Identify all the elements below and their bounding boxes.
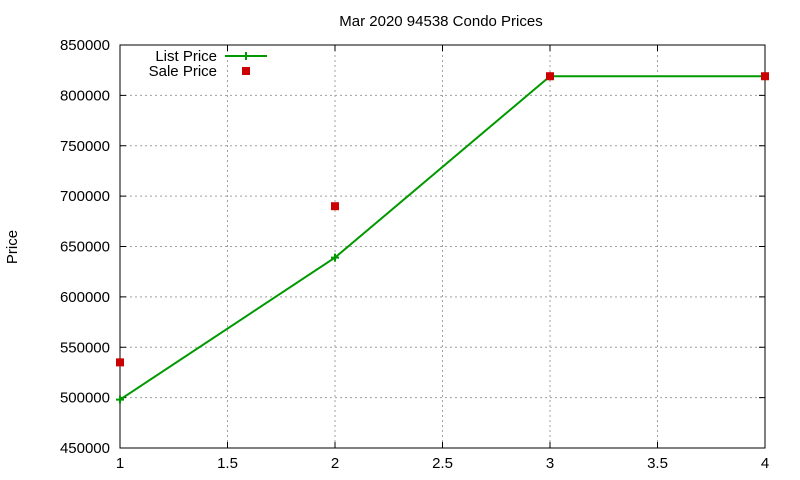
legend-marker-sale-price [242, 67, 250, 75]
y-tick-label: 800000 [60, 87, 110, 104]
y-tick-label: 650000 [60, 239, 110, 256]
x-tick-label: 1 [116, 455, 124, 472]
x-tick-label: 3 [546, 455, 554, 472]
tick-marks [119, 44, 766, 449]
y-axis-label: Price [4, 230, 21, 264]
y-tick-label: 850000 [60, 37, 110, 54]
grid-lines [120, 45, 765, 448]
sale-price-point [331, 202, 339, 211]
x-tick-label: 1.5 [217, 455, 238, 472]
y-tick-label: 750000 [60, 138, 110, 155]
sale-price-point [761, 72, 769, 81]
y-tick-labels: 450000 500000 550000 600000 650000 700000 7500… [60, 37, 110, 457]
y-tick-label: 450000 [60, 440, 110, 457]
y-tick-label: 700000 [60, 188, 110, 205]
legend: List Price Sale Price [149, 48, 267, 80]
sale-price-point [546, 72, 554, 81]
x-tick-label: 3.5 [647, 455, 668, 472]
list-price-line [119, 75, 765, 401]
y-tick-label: 550000 [60, 339, 110, 356]
series-sale-price [116, 72, 769, 367]
x-tick-label: 4 [761, 455, 769, 472]
legend-label-list-price: List Price [155, 48, 217, 65]
y-tick-label: 600000 [60, 289, 110, 306]
x-tick-label: 2.5 [432, 455, 453, 472]
legend-marker-list-price [242, 52, 250, 60]
y-tick-label: 500000 [60, 390, 110, 407]
chart-title: Mar 2020 94538 Condo Prices [339, 13, 542, 30]
x-tick-labels: 1 1.5 2 2.5 3 3.5 4 [116, 455, 769, 472]
sale-price-point [116, 358, 124, 367]
list-price-point [116, 395, 124, 404]
x-tick-label: 2 [331, 455, 339, 472]
list-price-point [331, 253, 339, 262]
legend-label-sale-price: Sale Price [149, 63, 217, 80]
